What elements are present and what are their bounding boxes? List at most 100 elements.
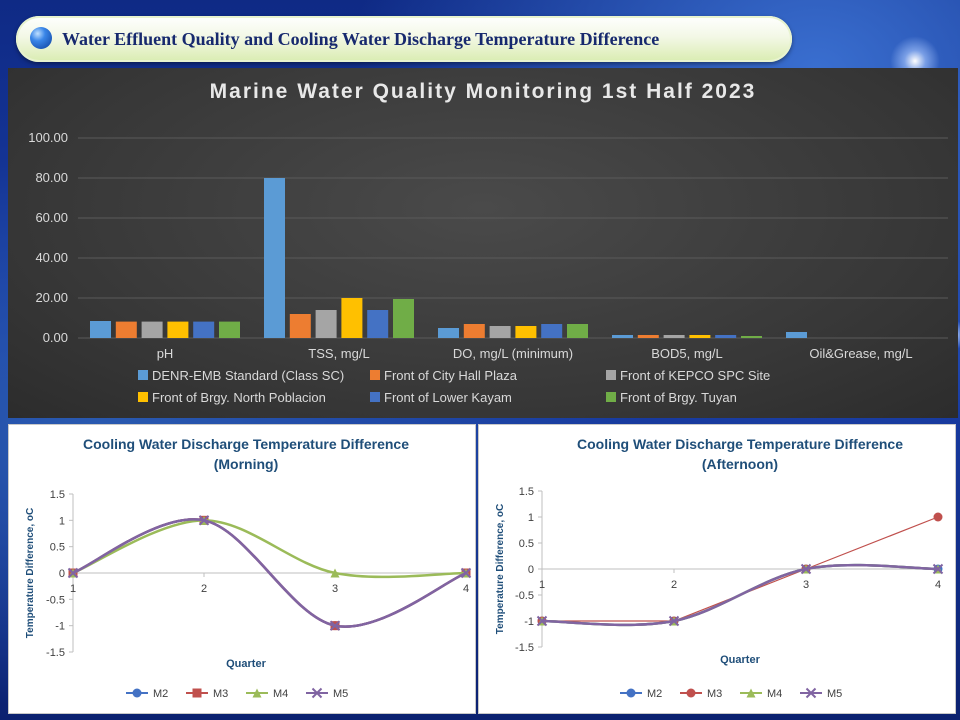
chart-subtitle: (Morning) — [214, 456, 279, 472]
slide-title-bar: Water Effluent Quality and Cooling Water… — [16, 16, 792, 62]
legend-label: Front of Brgy. Tuyan — [620, 390, 737, 405]
bar — [637, 335, 659, 338]
bar-chart: Marine Water Quality Monitoring 1st Half… — [28, 80, 948, 405]
x-tick-label: BOD5, mg/L — [651, 346, 723, 361]
legend-label: Front of KEPCO SPC Site — [620, 368, 770, 383]
y-tick-label: -1 — [55, 621, 65, 633]
series-line — [541, 563, 939, 627]
legend-swatch — [606, 370, 616, 380]
bar — [786, 332, 807, 338]
data-point — [67, 567, 79, 579]
y-axis-label: Temperature Difference, oC — [25, 508, 36, 638]
data-point — [626, 688, 636, 698]
legend-label: M4 — [273, 688, 288, 700]
y-tick-label: -1 — [524, 616, 534, 628]
legend-label: DENR-EMB Standard (Class SC) — [152, 368, 344, 383]
x-tick-label: 2 — [671, 579, 677, 591]
y-tick-label: 1 — [528, 512, 534, 524]
x-tick-label: 3 — [803, 579, 809, 591]
bar — [193, 321, 215, 338]
y-tick-label: -0.5 — [515, 590, 534, 602]
morning-line-chart: Cooling Water Discharge Temperature Diff… — [25, 436, 472, 700]
legend-swatch — [606, 392, 616, 402]
data-point — [800, 563, 812, 575]
legend-label: M5 — [827, 688, 842, 700]
x-tick-label: Oil&Grease, mg/L — [809, 346, 912, 361]
bar — [541, 324, 563, 338]
legend-swatch — [370, 370, 380, 380]
x-tick-label: 1 — [70, 583, 76, 595]
y-tick-label: 1.5 — [50, 489, 65, 501]
bar — [515, 326, 537, 338]
bar — [741, 336, 762, 338]
data-point — [329, 620, 341, 631]
bar — [115, 321, 137, 338]
bar — [341, 298, 363, 338]
legend-swatch — [138, 370, 148, 380]
legend-label: M2 — [647, 688, 662, 700]
legend-swatch — [370, 392, 380, 402]
y-tick-label: 1.5 — [519, 486, 534, 498]
x-tick-label: DO, mg/L (minimum) — [453, 346, 573, 361]
bar — [489, 326, 511, 338]
morning-chart-panel: Cooling Water Discharge Temperature Diff… — [8, 424, 476, 714]
data-point — [668, 615, 680, 627]
legend-label: M4 — [767, 688, 782, 700]
y-tick-label: 40.00 — [35, 250, 68, 265]
y-axis-label: Temperature Difference, oC — [495, 504, 506, 634]
x-tick-label: 3 — [332, 583, 338, 595]
y-tick-label: 80.00 — [35, 170, 68, 185]
chart-title: Cooling Water Discharge Temperature Diff… — [83, 436, 409, 452]
chart-title: Marine Water Quality Monitoring 1st Half… — [210, 80, 757, 103]
bar — [612, 335, 633, 338]
slide-title: Water Effluent Quality and Cooling Water… — [62, 29, 660, 49]
legend-label: M5 — [333, 688, 348, 700]
y-tick-label: 100.00 — [28, 130, 68, 145]
bar — [438, 328, 459, 338]
bar — [715, 335, 737, 338]
chart-title: Cooling Water Discharge Temperature Diff… — [577, 436, 903, 452]
legend-label: M3 — [707, 688, 722, 700]
y-tick-label: -1.5 — [46, 647, 65, 659]
data-point — [252, 688, 262, 698]
data-point — [311, 687, 323, 699]
legend-label: Front of City Hall Plaza — [384, 368, 518, 383]
bar — [567, 324, 588, 338]
legend-label: Front of Lower Kayam — [384, 390, 512, 405]
x-tick-label: 4 — [463, 583, 469, 595]
afternoon-line-chart: Cooling Water Discharge Temperature Diff… — [495, 436, 944, 700]
data-point — [746, 688, 756, 698]
series-line — [72, 519, 467, 579]
y-tick-label: 1 — [59, 515, 65, 527]
x-tick-label: 2 — [201, 583, 207, 595]
bar — [367, 310, 389, 338]
series-line — [72, 518, 467, 628]
legend-label: M2 — [153, 688, 168, 700]
bar — [141, 321, 163, 338]
bar — [90, 321, 111, 338]
bar — [393, 299, 414, 338]
legend-label: Front of Brgy. North Poblacion — [152, 390, 326, 405]
data-point — [192, 688, 202, 698]
bar — [167, 321, 189, 338]
data-point — [536, 615, 548, 627]
data-point — [198, 515, 210, 526]
data-point — [933, 512, 943, 522]
data-point — [460, 567, 472, 579]
y-tick-label: 0.5 — [50, 542, 65, 554]
x-axis-label: Quarter — [226, 658, 266, 670]
y-tick-label: 60.00 — [35, 210, 68, 225]
bar — [289, 314, 311, 338]
y-tick-label: -1.5 — [515, 642, 534, 654]
y-tick-label: -0.5 — [46, 594, 65, 606]
bar-chart-panel: Marine Water Quality Monitoring 1st Half… — [8, 68, 958, 418]
data-point — [932, 563, 944, 575]
bar — [264, 178, 285, 338]
bar — [689, 335, 711, 338]
x-tick-label: pH — [157, 346, 174, 361]
sphere-bullet-icon — [30, 27, 52, 49]
y-tick-label: 0 — [528, 564, 534, 576]
data-point — [330, 568, 340, 578]
bar — [663, 335, 685, 338]
legend-swatch — [138, 392, 148, 402]
